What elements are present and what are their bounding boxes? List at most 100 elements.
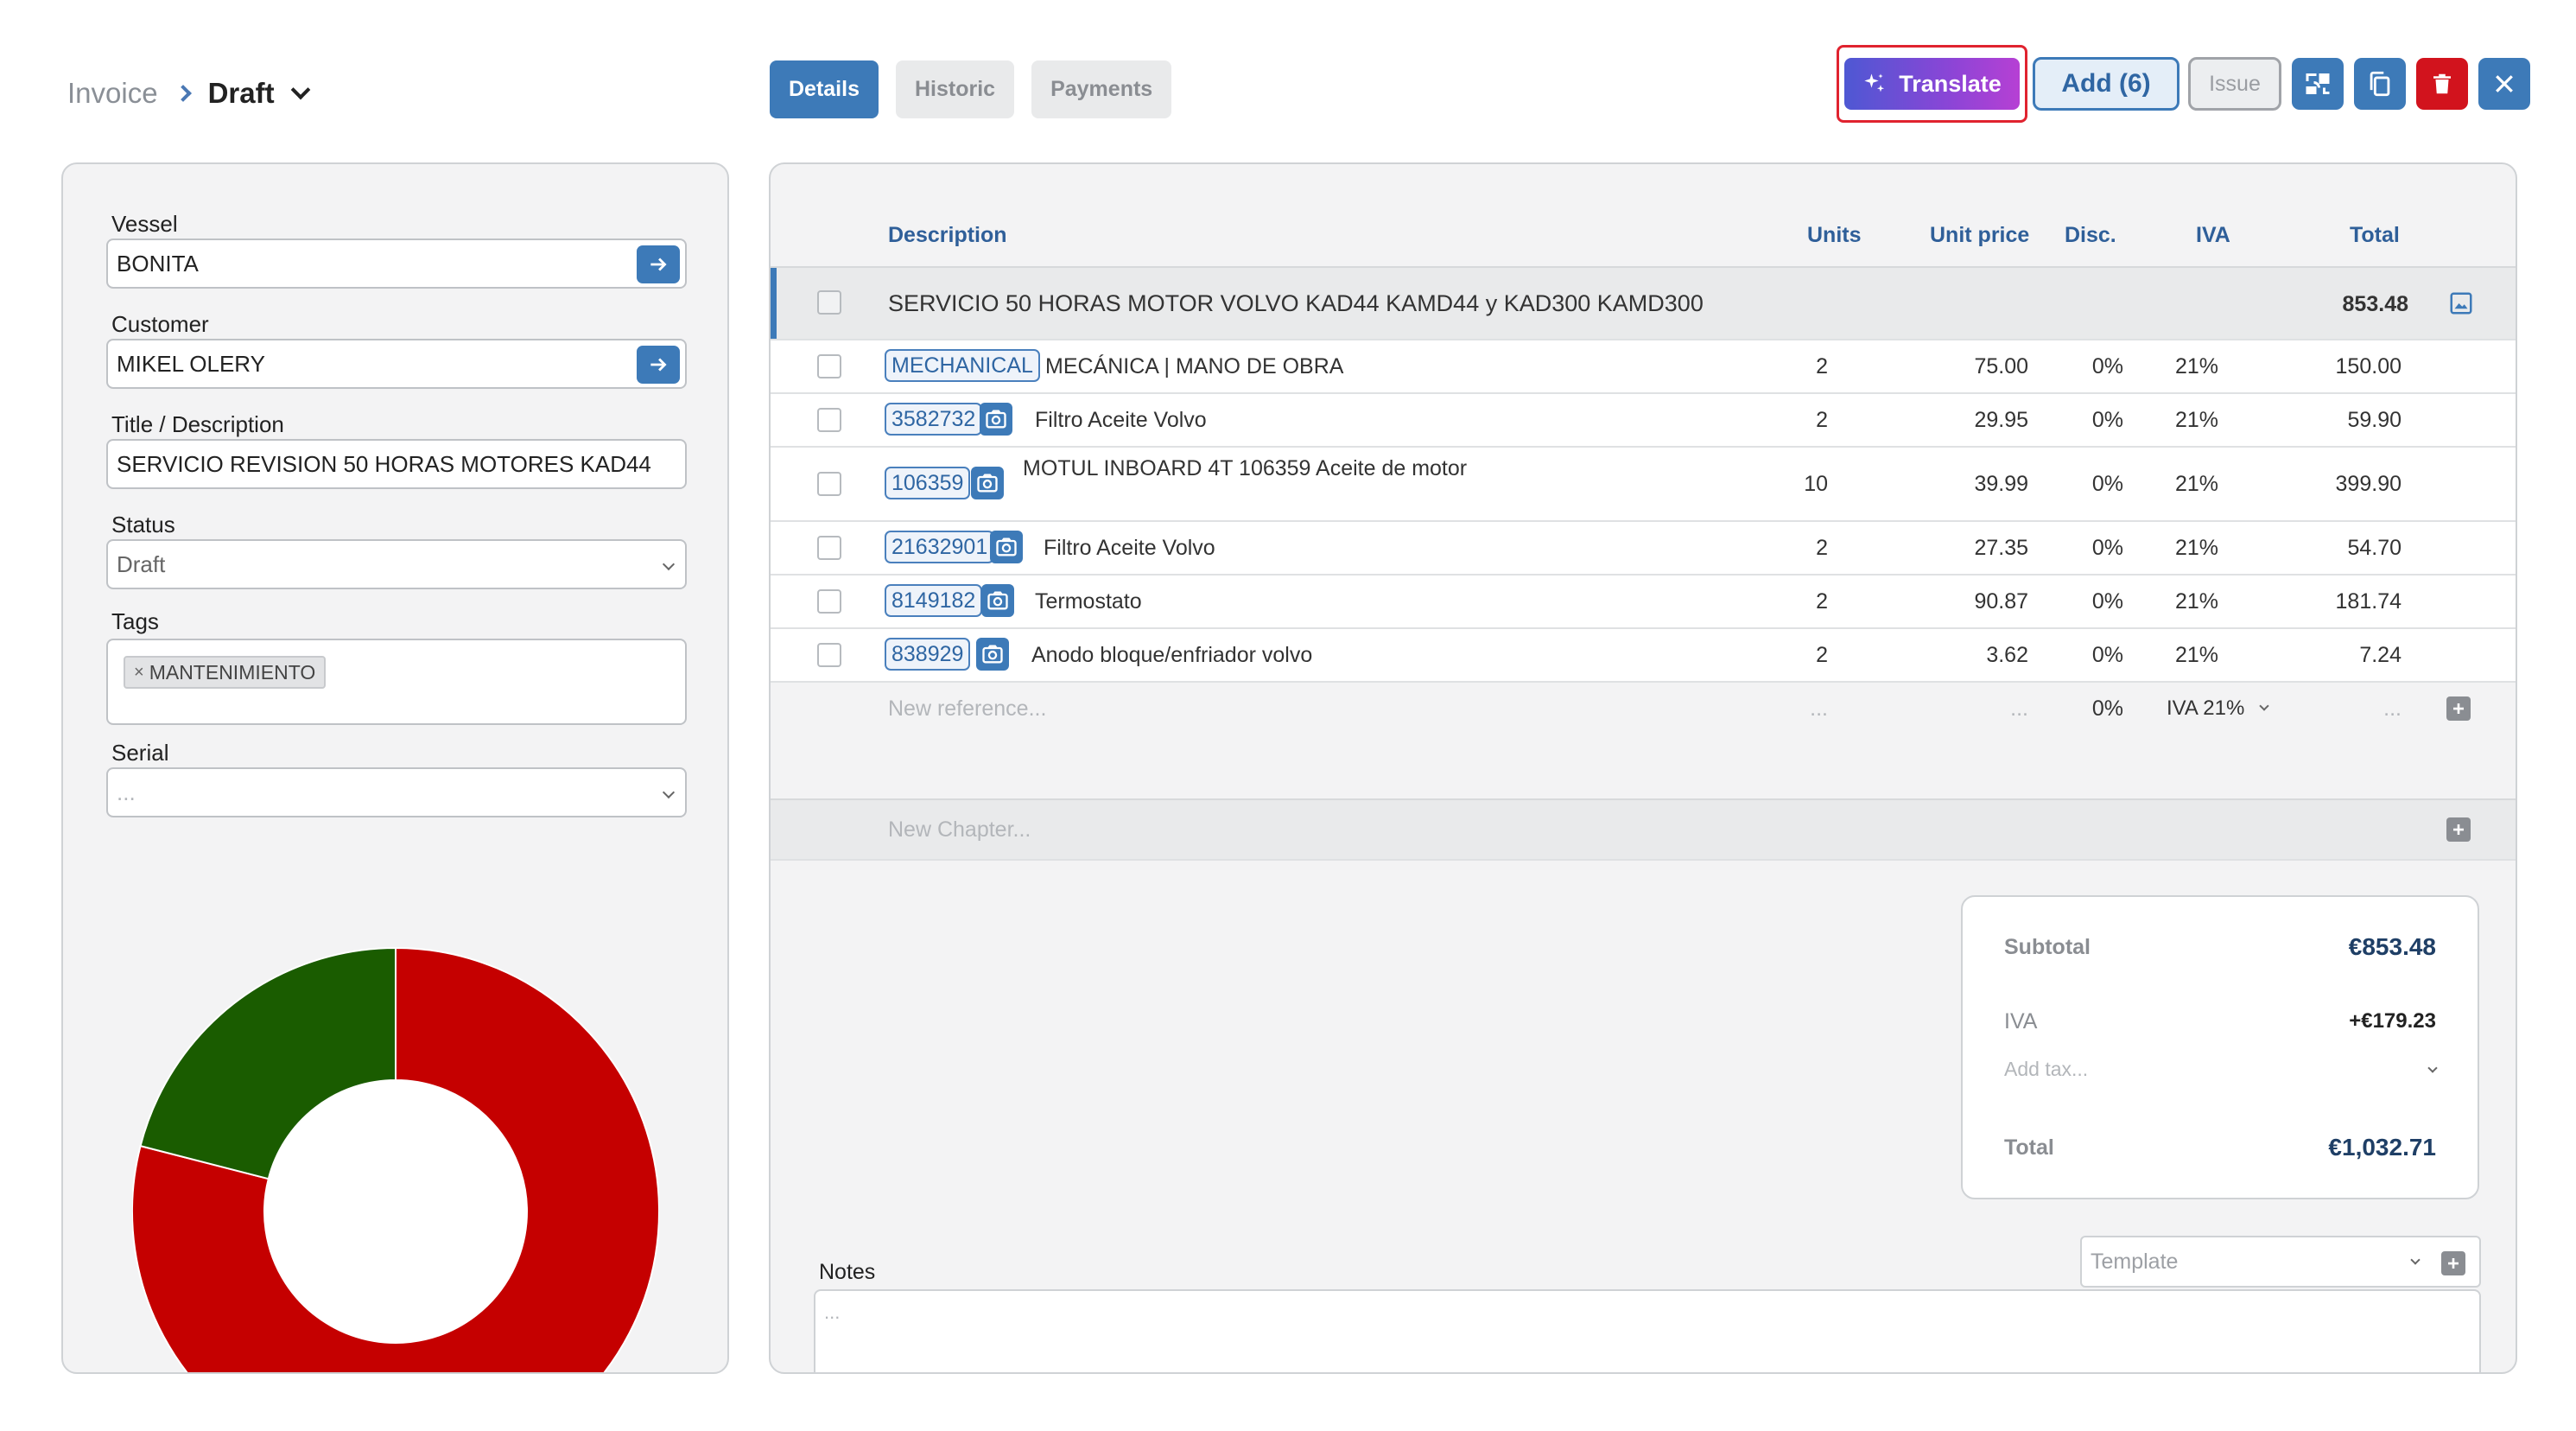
chevron-down-icon[interactable] xyxy=(290,80,310,100)
chapter-row[interactable]: SERVICIO 50 HORAS MOTOR VOLVO KAD44 KAMD… xyxy=(771,266,2516,339)
row-checkbox[interactable] xyxy=(817,536,841,560)
line-units[interactable]: 2 xyxy=(1816,643,1828,667)
add-tax-placeholder: Add tax... xyxy=(2004,1058,2089,1080)
line-iva[interactable]: 21% xyxy=(2174,408,2218,432)
line-unit-price[interactable]: 3.62 xyxy=(1986,643,2028,667)
new-disc-input[interactable]: 0% xyxy=(2091,696,2123,721)
new-iva-select[interactable]: IVA 21% xyxy=(2167,696,2269,721)
issue-button[interactable]: Issue xyxy=(2188,57,2281,111)
line-iva[interactable]: 21% xyxy=(2174,643,2218,667)
new-chapter-input[interactable]: New Chapter... xyxy=(888,817,1031,842)
replace-button[interactable] xyxy=(2292,58,2344,110)
line-unit-price[interactable]: 90.87 xyxy=(1974,589,2028,614)
toolbar: Translate Add (6) Issue xyxy=(1837,45,2530,123)
row-checkbox[interactable] xyxy=(817,589,841,614)
line-disc[interactable]: 0% xyxy=(2091,354,2123,378)
line-disc[interactable]: 0% xyxy=(2091,536,2123,560)
header-disc: Disc. xyxy=(2065,223,2116,247)
table-row[interactable]: 106359 MOTUL INBOARD 4T 106359 Aceite de… xyxy=(771,446,2516,520)
template-select[interactable]: Template xyxy=(2080,1236,2481,1288)
iva-label: IVA xyxy=(2004,1009,2038,1034)
line-units[interactable]: 2 xyxy=(1816,589,1828,614)
translate-button[interactable]: Translate xyxy=(1844,58,2020,110)
line-description: Filtro Aceite Volvo xyxy=(1044,536,1215,560)
reference-badge[interactable]: 3582732 xyxy=(885,403,983,436)
line-units[interactable]: 10 xyxy=(1804,472,1828,496)
new-unit-price-input[interactable]: ... xyxy=(2010,696,2028,721)
vessel-value: BONITA xyxy=(117,250,199,277)
line-unit-price[interactable]: 27.35 xyxy=(1974,536,2028,560)
new-reference-row: New reference... ... ... 0% IVA 21% ... xyxy=(771,681,2516,798)
status-select[interactable]: Draft xyxy=(106,539,687,589)
donut-segment-1 xyxy=(139,946,397,1180)
breadcrumb-invoice[interactable]: Invoice xyxy=(67,77,158,109)
camera-button[interactable] xyxy=(971,467,1004,499)
line-disc[interactable]: 0% xyxy=(2091,589,2123,614)
add-button[interactable]: Add (6) xyxy=(2033,57,2179,111)
image-icon[interactable] xyxy=(2448,290,2474,316)
camera-button[interactable] xyxy=(976,638,1009,671)
camera-icon xyxy=(986,410,1006,429)
replace-icon xyxy=(2306,73,2330,94)
line-disc[interactable]: 0% xyxy=(2091,643,2123,667)
line-disc[interactable]: 0% xyxy=(2091,472,2123,496)
line-iva[interactable]: 21% xyxy=(2174,472,2218,496)
reference-badge[interactable]: MECHANICAL xyxy=(885,349,1040,382)
tag-chip: × MANTENIMIENTO xyxy=(124,656,327,689)
customer-field[interactable]: MIKEL OLERY xyxy=(106,339,687,389)
plus-icon xyxy=(2448,1258,2459,1269)
tag-remove-icon[interactable]: × xyxy=(134,662,144,682)
reference-badge[interactable]: 838929 xyxy=(885,638,971,671)
line-units[interactable]: 2 xyxy=(1816,408,1828,432)
new-reference-input[interactable]: New reference... xyxy=(888,696,1047,721)
reference-badge[interactable]: 106359 xyxy=(885,467,971,499)
reference-badge[interactable]: 21632901 xyxy=(885,531,995,563)
tab-historic[interactable]: Historic xyxy=(895,60,1015,118)
line-units[interactable]: 2 xyxy=(1816,354,1828,378)
copy-button[interactable] xyxy=(2354,58,2406,110)
line-unit-price[interactable]: 75.00 xyxy=(1974,354,2028,378)
title-input[interactable]: SERVICIO REVISION 50 HORAS MOTORES KAD44 xyxy=(106,439,687,489)
add-line-button[interactable] xyxy=(2446,696,2471,721)
row-checkbox[interactable] xyxy=(817,408,841,432)
camera-icon xyxy=(996,537,1017,556)
add-chapter-button[interactable] xyxy=(2446,817,2471,842)
delete-button[interactable] xyxy=(2416,58,2468,110)
table-row[interactable]: 8149182 Termostato 2 90.87 0% 21% 181.74 xyxy=(771,574,2516,627)
customer-label: Customer xyxy=(111,311,209,337)
table-row[interactable]: 3582732 Filtro Aceite Volvo 2 29.95 0% 2… xyxy=(771,392,2516,446)
add-tax-select[interactable]: Add tax... xyxy=(2004,1058,2440,1092)
table-row[interactable]: 21632901 Filtro Aceite Volvo 2 27.35 0% … xyxy=(771,520,2516,574)
line-unit-price[interactable]: 39.99 xyxy=(1974,472,2028,496)
row-checkbox[interactable] xyxy=(817,354,841,378)
table-row[interactable]: MECHANICAL MECÁNICA | MANO DE OBRA 2 75.… xyxy=(771,339,2516,392)
line-iva[interactable]: 21% xyxy=(2174,354,2218,378)
line-disc[interactable]: 0% xyxy=(2091,408,2123,432)
line-units[interactable]: 2 xyxy=(1816,536,1828,560)
camera-button[interactable] xyxy=(980,403,1012,436)
vessel-go-button[interactable] xyxy=(637,245,680,283)
row-checkbox[interactable] xyxy=(817,643,841,667)
arrow-right-icon xyxy=(650,258,667,271)
close-button[interactable] xyxy=(2478,58,2530,110)
new-units-input[interactable]: ... xyxy=(1810,696,1828,721)
notes-textarea[interactable]: ... xyxy=(814,1289,2481,1372)
customer-go-button[interactable] xyxy=(637,346,680,384)
chapter-checkbox[interactable] xyxy=(817,290,841,315)
translate-highlight: Translate xyxy=(1837,45,2027,123)
add-template-button[interactable] xyxy=(2441,1251,2465,1275)
table-row[interactable]: 838929 Anodo bloque/enfriador volvo 2 3.… xyxy=(771,627,2516,681)
line-iva[interactable]: 21% xyxy=(2174,536,2218,560)
tags-input[interactable]: × MANTENIMIENTO xyxy=(106,639,687,725)
line-unit-price[interactable]: 29.95 xyxy=(1974,408,2028,432)
total-value: €1,032.71 xyxy=(2328,1134,2436,1161)
row-checkbox[interactable] xyxy=(817,472,841,496)
camera-button[interactable] xyxy=(981,584,1014,617)
camera-button[interactable] xyxy=(990,531,1023,563)
vessel-field[interactable]: BONITA xyxy=(106,238,687,289)
line-iva[interactable]: 21% xyxy=(2174,589,2218,614)
serial-select[interactable]: ... xyxy=(106,767,687,817)
tab-details[interactable]: Details xyxy=(770,60,879,118)
tab-payments[interactable]: Payments xyxy=(1031,60,1172,118)
reference-badge[interactable]: 8149182 xyxy=(885,584,983,617)
